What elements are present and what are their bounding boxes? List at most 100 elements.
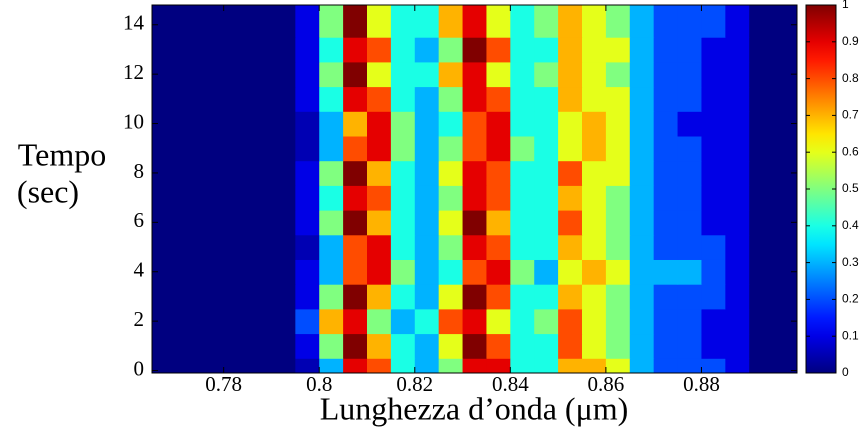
- heatmap-cell: [414, 259, 440, 285]
- heatmap-cell: [677, 308, 703, 335]
- heatmap-cell: [247, 86, 273, 112]
- heatmap: [152, 5, 797, 373]
- heatmap-cell: [486, 86, 511, 112]
- heatmap-cell: [605, 308, 631, 335]
- heatmap-cell: [773, 333, 797, 359]
- heatmap-cell: [605, 185, 631, 211]
- heatmap-cell: [701, 209, 726, 236]
- y-tick-label: 6: [134, 208, 145, 232]
- heatmap-cell: [486, 259, 511, 285]
- heatmap-cell: [438, 259, 464, 285]
- heatmap-cell: [749, 259, 774, 285]
- heatmap-cell: [629, 185, 655, 211]
- heatmap-cell: [725, 234, 750, 260]
- heatmap-cell: [725, 284, 750, 310]
- heatmap-cell: [247, 61, 273, 88]
- heatmap-cell: [271, 209, 296, 236]
- heatmap-cell: [605, 86, 631, 112]
- heatmap-cell: [295, 234, 320, 260]
- heatmap-cell: [534, 259, 559, 285]
- heatmap-cell: [605, 37, 631, 63]
- heatmap-cell: [390, 185, 416, 211]
- heatmap-cell: [510, 308, 535, 335]
- heatmap-cell: [653, 111, 679, 137]
- heatmap-cell: [582, 284, 607, 310]
- heatmap-cell: [414, 160, 440, 186]
- heatmap-cell: [271, 61, 296, 88]
- heatmap-cell: [701, 160, 726, 186]
- heatmap-cell: [510, 358, 535, 373]
- heatmap-cell: [438, 160, 464, 186]
- heatmap-cell: [414, 185, 440, 211]
- heatmap-cell: [558, 308, 583, 335]
- heatmap-cell: [367, 234, 392, 260]
- heatmap-cell: [175, 234, 201, 260]
- heatmap-cell: [295, 5, 320, 38]
- heatmap-cell: [534, 358, 559, 373]
- heatmap-cell: [486, 358, 511, 373]
- heatmap-cell: [175, 185, 201, 211]
- heatmap-cell: [319, 308, 344, 335]
- heatmap-cell: [319, 333, 344, 359]
- heatmap-cell: [223, 61, 249, 88]
- heatmap-cell: [725, 111, 750, 137]
- heatmap-cell: [367, 135, 392, 162]
- heatmap-cell: [199, 234, 225, 260]
- heatmap-cell: [653, 5, 679, 38]
- heatmap-cell: [773, 86, 797, 112]
- heatmap-cell: [247, 185, 273, 211]
- heatmap-cell: [510, 284, 535, 310]
- x-tick-label: 0.84: [492, 372, 529, 396]
- colorbar-tick-label: 0.8: [842, 71, 859, 85]
- heatmap-cell: [199, 259, 225, 285]
- heatmap-cell: [175, 308, 201, 335]
- heatmap-cell: [295, 37, 320, 63]
- heatmap-cell: [558, 135, 583, 162]
- heatmap-cell: [749, 86, 774, 112]
- heatmap-cell: [462, 333, 488, 359]
- heatmap-cell: [629, 135, 655, 162]
- heatmap-cell: [486, 135, 511, 162]
- heatmap-cell: [725, 308, 750, 335]
- heatmap-cell: [247, 333, 273, 359]
- heatmap-cell: [749, 135, 774, 162]
- heatmap-cell: [534, 61, 559, 88]
- heatmap-cell: [582, 234, 607, 260]
- heatmap-cell: [152, 135, 177, 162]
- y-axis-label: (sec): [17, 173, 79, 209]
- heatmap-cell: [582, 185, 607, 211]
- heatmap-cell: [486, 284, 511, 310]
- heatmap-cell: [701, 333, 726, 359]
- heatmap-cell: [343, 259, 368, 285]
- heatmap-cell: [319, 61, 344, 88]
- heatmap-cell: [582, 209, 607, 236]
- heatmap-cell: [295, 284, 320, 310]
- heatmap-cell: [558, 86, 583, 112]
- heatmap-cell: [558, 111, 583, 137]
- heatmap-cell: [438, 284, 464, 310]
- heatmap-cell: [629, 284, 655, 310]
- heatmap-cell: [175, 135, 201, 162]
- heatmap-cell: [653, 308, 679, 335]
- heatmap-cell: [390, 358, 416, 373]
- heatmap-cell: [343, 86, 368, 112]
- heatmap-cell: [677, 185, 703, 211]
- heatmap-cell: [558, 259, 583, 285]
- heatmap-cell: [414, 358, 440, 373]
- heatmap-cell: [199, 333, 225, 359]
- heatmap-cell: [343, 135, 368, 162]
- heatmap-cell: [175, 209, 201, 236]
- heatmap-cell: [486, 333, 511, 359]
- heatmap-cell: [701, 5, 726, 38]
- heatmap-cell: [199, 185, 225, 211]
- heatmap-cell: [390, 234, 416, 260]
- heatmap-cell: [462, 86, 488, 112]
- heatmap-cell: [319, 259, 344, 285]
- heatmap-cell: [319, 37, 344, 63]
- heatmap-cell: [701, 111, 726, 137]
- heatmap-cell: [343, 234, 368, 260]
- heatmap-cell: [725, 333, 750, 359]
- heatmap-cell: [558, 333, 583, 359]
- heatmap-cell: [152, 284, 177, 310]
- heatmap-cell: [199, 160, 225, 186]
